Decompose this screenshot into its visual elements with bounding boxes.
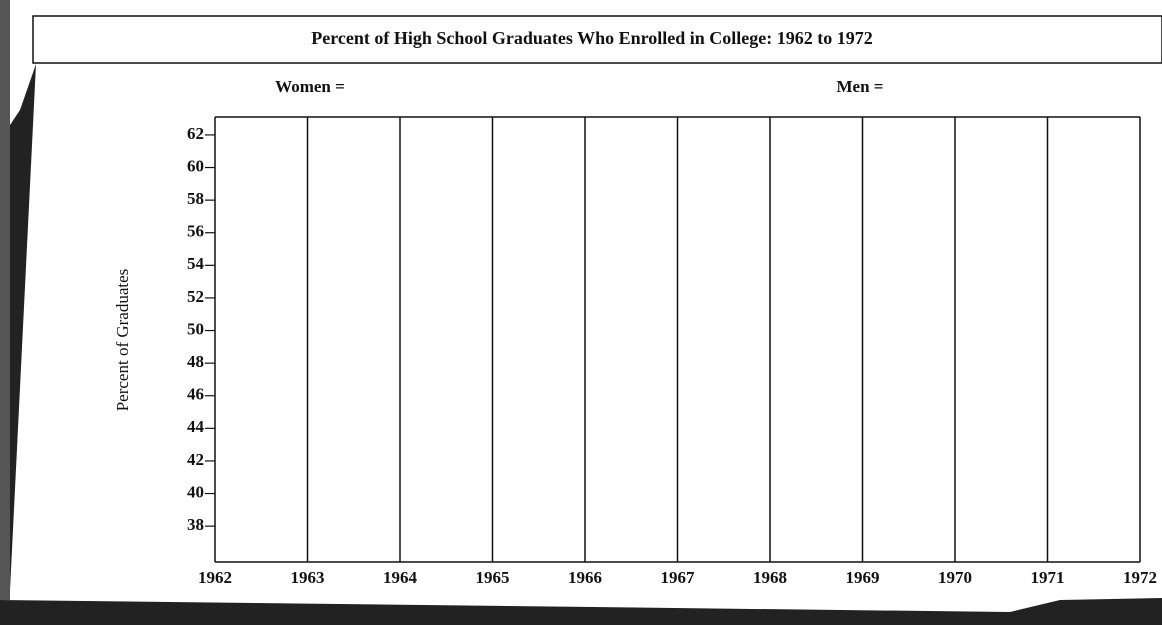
x-tick-label: 1969 bbox=[846, 568, 880, 587]
title-box bbox=[32, 15, 1162, 64]
scan-edge bbox=[0, 0, 10, 600]
y-tick-label: 42 bbox=[187, 450, 204, 469]
chart-title: Percent of High School Graduates Who Enr… bbox=[311, 28, 873, 48]
y-tick-label: 44 bbox=[187, 417, 205, 436]
x-tick-label: 1970 bbox=[938, 568, 972, 587]
y-tick-label: 40 bbox=[187, 482, 204, 501]
x-tick-label: 1972 bbox=[1123, 568, 1157, 587]
y-tick-label: 60 bbox=[187, 156, 204, 175]
legend-label: Women = bbox=[275, 77, 345, 96]
x-tick-label: 1967 bbox=[661, 568, 696, 587]
y-tick-label: 52 bbox=[187, 287, 204, 306]
x-tick-label: 1966 bbox=[568, 568, 602, 587]
x-tick-label: 1971 bbox=[1031, 568, 1065, 587]
y-tick-label: 48 bbox=[187, 352, 204, 371]
y-tick-label: 50 bbox=[187, 319, 204, 338]
y-axis-label: Percent of Graduates bbox=[113, 269, 132, 412]
x-tick-label: 1963 bbox=[291, 568, 325, 587]
y-tick-label: 62 bbox=[187, 124, 204, 143]
x-tick-label: 1962 bbox=[198, 568, 232, 587]
y-tick-label: 58 bbox=[187, 189, 204, 208]
x-tick-label: 1964 bbox=[383, 568, 418, 587]
y-tick-label: 46 bbox=[187, 385, 204, 404]
x-tick-label: 1968 bbox=[753, 568, 787, 587]
legend-label: Men = bbox=[837, 77, 884, 96]
y-tick-label: 38 bbox=[187, 515, 204, 534]
x-tick-label: 1965 bbox=[476, 568, 510, 587]
y-tick-label: 54 bbox=[187, 254, 205, 273]
y-tick-label: 56 bbox=[187, 222, 204, 241]
